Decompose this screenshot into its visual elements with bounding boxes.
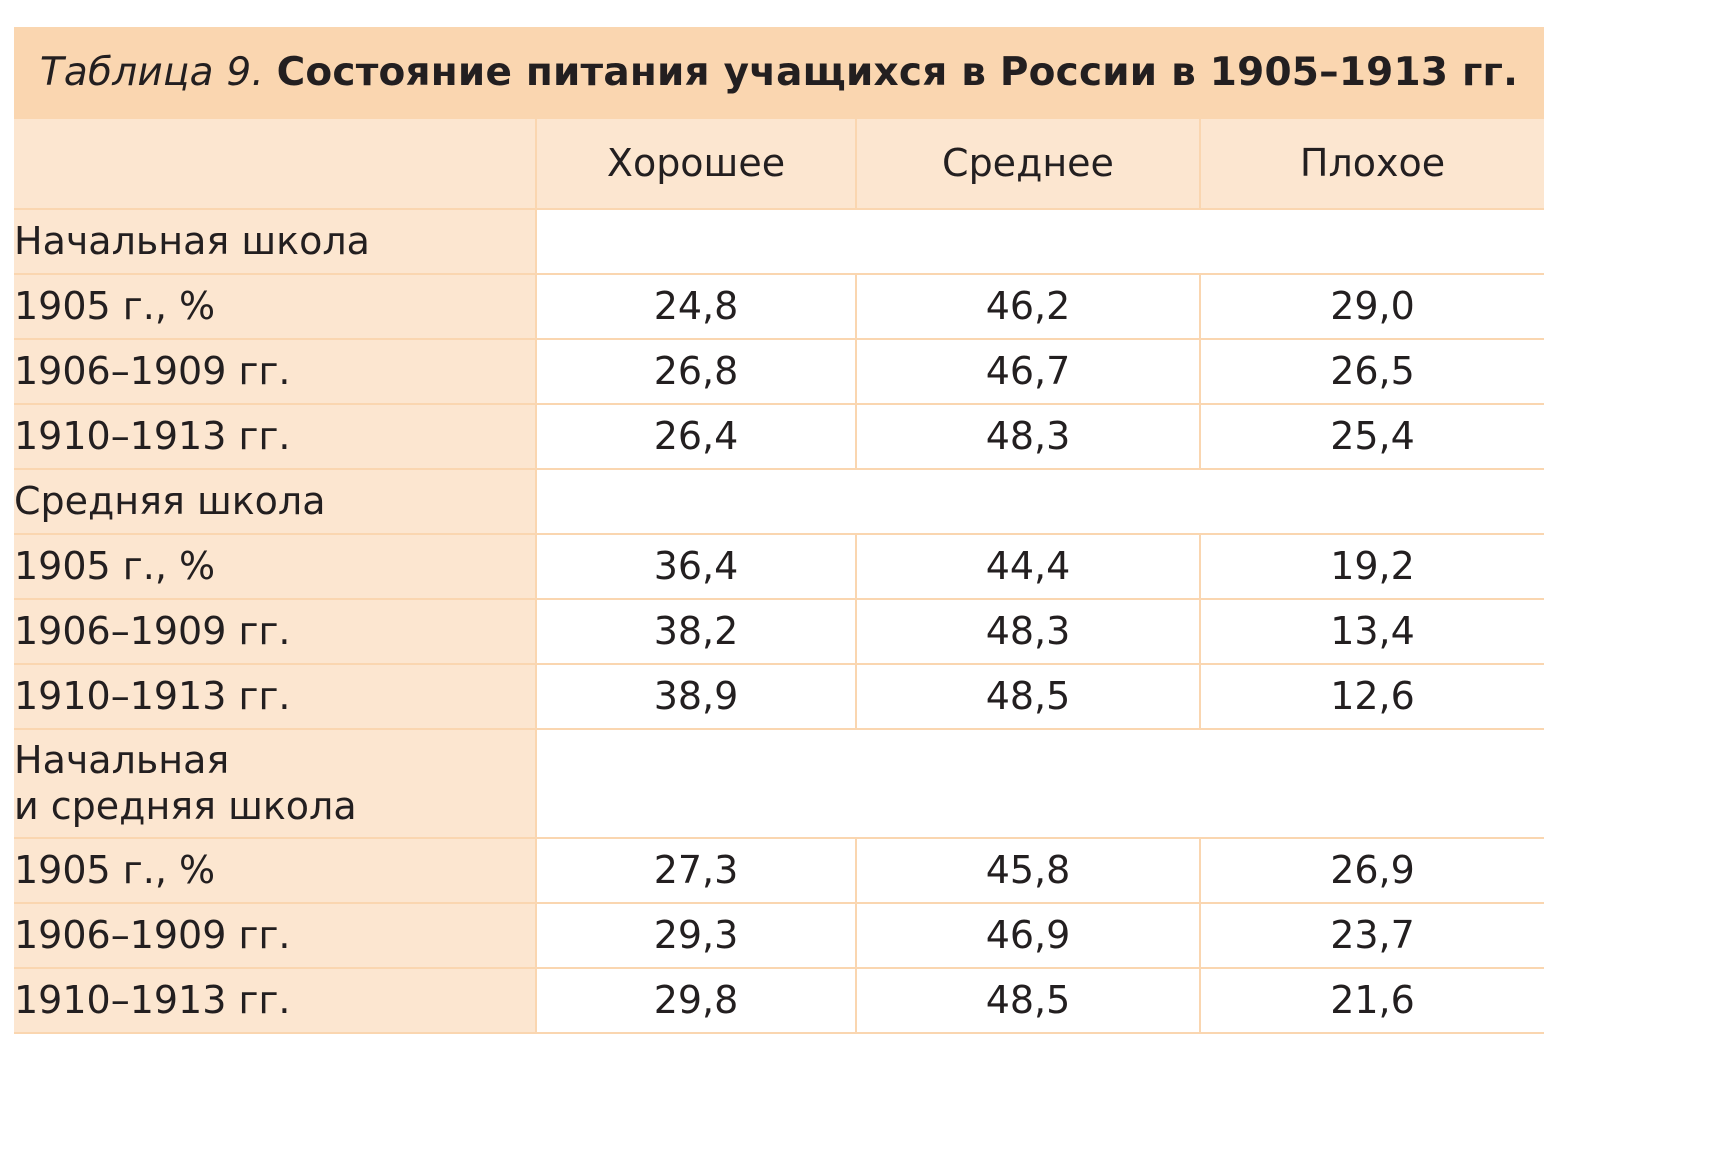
value-cell-good: 24,8 bbox=[535, 273, 857, 340]
table-row: 1905 г., % 27,3 45,8 26,9 bbox=[14, 837, 1544, 904]
value-cell-poor: 29,0 bbox=[1199, 273, 1544, 340]
table-row: 1910–1913 гг. 29,8 48,5 21,6 bbox=[14, 967, 1544, 1034]
group-empty-cell bbox=[535, 468, 1544, 535]
value-cell-poor: 21,6 bbox=[1199, 967, 1544, 1034]
value-cell-average: 46,9 bbox=[855, 902, 1201, 969]
value-cell-poor: 13,4 bbox=[1199, 598, 1544, 665]
group-row: Начальная и средняя школа bbox=[14, 728, 1544, 839]
value-cell-poor: 23,7 bbox=[1199, 902, 1544, 969]
group-empty-cell bbox=[535, 208, 1544, 275]
value-cell-average: 46,7 bbox=[855, 338, 1201, 405]
table-row: 1910–1913 гг. 26,4 48,3 25,4 bbox=[14, 403, 1544, 470]
value-cell-poor: 19,2 bbox=[1199, 533, 1544, 600]
group-label: Средняя школа bbox=[14, 468, 537, 535]
group-row: Начальная школа bbox=[14, 208, 1544, 275]
table-row: 1906–1909 гг. 26,8 46,7 26,5 bbox=[14, 338, 1544, 405]
group-label: Начальная школа bbox=[14, 208, 537, 275]
group-row: Средняя школа bbox=[14, 468, 1544, 535]
table-row: 1905 г., % 24,8 46,2 29,0 bbox=[14, 273, 1544, 340]
table-row: 1910–1913 гг. 38,9 48,5 12,6 bbox=[14, 663, 1544, 730]
value-cell-good: 27,3 bbox=[535, 837, 857, 904]
value-cell-average: 44,4 bbox=[855, 533, 1201, 600]
table-row: 1906–1909 гг. 29,3 46,9 23,7 bbox=[14, 902, 1544, 969]
value-cell-average: 48,3 bbox=[855, 598, 1201, 665]
value-cell-poor: 25,4 bbox=[1199, 403, 1544, 470]
group-label-line: и средняя школа bbox=[14, 783, 357, 828]
table-caption: Таблица 9. Состояние питания учащихся в … bbox=[14, 27, 1544, 117]
row-label: 1906–1909 гг. bbox=[14, 902, 537, 969]
group-label-line: Средняя школа bbox=[14, 478, 326, 523]
row-label: 1906–1909 гг. bbox=[14, 338, 537, 405]
value-cell-average: 46,2 bbox=[855, 273, 1201, 340]
value-cell-good: 36,4 bbox=[535, 533, 857, 600]
row-label: 1910–1913 гг. bbox=[14, 663, 537, 730]
value-cell-good: 26,8 bbox=[535, 338, 857, 405]
group-label-line: Начальная школа bbox=[14, 218, 370, 263]
nutrition-table-card: Таблица 9. Состояние питания учащихся в … bbox=[14, 27, 1544, 1034]
header-average: Среднее bbox=[855, 117, 1201, 210]
table-number: Таблица 9. bbox=[39, 49, 264, 95]
row-label: 1906–1909 гг. bbox=[14, 598, 537, 665]
value-cell-poor: 26,5 bbox=[1199, 338, 1544, 405]
value-cell-poor: 12,6 bbox=[1199, 663, 1544, 730]
value-cell-average: 45,8 bbox=[855, 837, 1201, 904]
nutrition-table: Хорошее Среднее Плохое Начальная школа 19… bbox=[14, 117, 1544, 1034]
value-cell-poor: 26,9 bbox=[1199, 837, 1544, 904]
header-corner bbox=[14, 117, 537, 210]
row-label: 1910–1913 гг. bbox=[14, 403, 537, 470]
value-cell-average: 48,5 bbox=[855, 967, 1201, 1034]
table-row: 1905 г., % 36,4 44,4 19,2 bbox=[14, 533, 1544, 600]
group-empty-cell bbox=[535, 728, 1544, 839]
value-cell-good: 29,8 bbox=[535, 967, 857, 1034]
table-title: Состояние питания учащихся в России в 19… bbox=[276, 49, 1519, 95]
row-label: 1910–1913 гг. bbox=[14, 967, 537, 1034]
header-good: Хорошее bbox=[535, 117, 857, 210]
value-cell-good: 38,2 bbox=[535, 598, 857, 665]
value-cell-good: 26,4 bbox=[535, 403, 857, 470]
row-label: 1905 г., % bbox=[14, 273, 537, 340]
group-label-line: Начальная bbox=[14, 737, 230, 782]
value-cell-good: 29,3 bbox=[535, 902, 857, 969]
table-row: 1906–1909 гг. 38,2 48,3 13,4 bbox=[14, 598, 1544, 665]
header-row: Хорошее Среднее Плохое bbox=[14, 117, 1544, 210]
value-cell-average: 48,3 bbox=[855, 403, 1201, 470]
table-body: Хорошее Среднее Плохое Начальная школа 19… bbox=[14, 117, 1544, 1034]
row-label: 1905 г., % bbox=[14, 837, 537, 904]
group-label: Начальная и средняя школа bbox=[14, 728, 537, 839]
value-cell-good: 38,9 bbox=[535, 663, 857, 730]
value-cell-average: 48,5 bbox=[855, 663, 1201, 730]
row-label: 1905 г., % bbox=[14, 533, 537, 600]
header-poor: Плохое bbox=[1199, 117, 1544, 210]
